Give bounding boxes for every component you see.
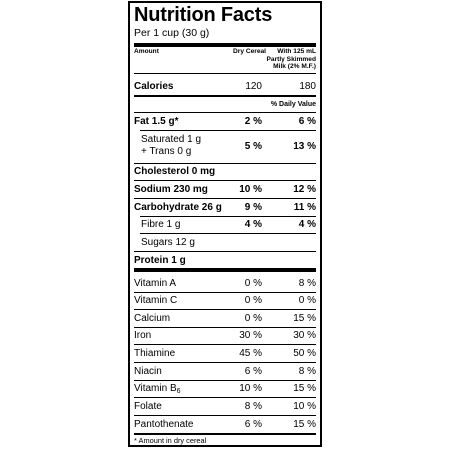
footnote: * Amount in dry cereal bbox=[134, 436, 207, 445]
divider bbox=[134, 163, 316, 164]
thick-rule bbox=[134, 43, 316, 47]
folate-label: Folate bbox=[134, 401, 162, 412]
pantothenate-label: Pantothenate bbox=[134, 419, 194, 430]
pantothenate-dry-value: 6 % bbox=[244, 419, 262, 430]
vitamin-c-label: Vitamin C bbox=[134, 295, 178, 306]
divider bbox=[140, 130, 316, 131]
vitamin-b6-dry-value: 10 % bbox=[239, 383, 262, 394]
fat-dry-value: 2 % bbox=[244, 116, 262, 127]
vitamin-b6-milk-value: 15 % bbox=[293, 383, 316, 394]
vitamin-a-dry-value: 0 % bbox=[244, 278, 262, 289]
saturated-row: Saturated 1 g + Trans 0 g 5 % 13 % bbox=[134, 134, 316, 162]
serving-size: Per 1 cup (30 g) bbox=[134, 27, 210, 39]
sodium-milk-value: 12 % bbox=[293, 184, 316, 195]
saturated-milk-value: 13 % bbox=[293, 141, 316, 152]
calcium-milk-value: 15 % bbox=[293, 313, 316, 324]
divider bbox=[134, 397, 316, 398]
thiamine-dry-value: 45 % bbox=[239, 348, 262, 359]
thiamine-milk-value: 50 % bbox=[293, 348, 316, 359]
divider bbox=[134, 180, 316, 181]
pantothenate-milk-value: 15 % bbox=[293, 419, 316, 430]
fibre-label: Fibre 1 g bbox=[141, 219, 181, 230]
with-milk-header-line1: With 125 mL bbox=[277, 48, 316, 55]
saturated-label: Saturated 1 g + Trans 0 g bbox=[134, 134, 201, 158]
divider bbox=[134, 198, 316, 199]
carbohydrate-milk-value: 11 % bbox=[293, 202, 316, 213]
thiamine-label: Thiamine bbox=[134, 348, 176, 359]
divider bbox=[134, 309, 316, 310]
iron-milk-value: 30 % bbox=[293, 330, 316, 341]
saturated-line2: + Trans 0 g bbox=[141, 146, 192, 157]
iron-dry-value: 30 % bbox=[239, 330, 262, 341]
sugars-label: Sugars 12 g bbox=[141, 237, 195, 248]
nutrition-facts-panel: Nutrition Facts Per 1 cup (30 g) Amount … bbox=[128, 1, 322, 447]
calories-label: Calories bbox=[134, 81, 174, 92]
folate-dry-value: 8 % bbox=[244, 401, 262, 412]
divider bbox=[134, 292, 316, 293]
saturated-dry-value: 5 % bbox=[244, 141, 262, 152]
sodium-dry-value: 10 % bbox=[239, 184, 262, 195]
vitamin-b6-label-text: Vitamin B bbox=[134, 383, 177, 394]
cholesterol-label: Cholesterol 0 mg bbox=[134, 166, 216, 177]
divider bbox=[140, 233, 316, 234]
niacin-label: Niacin bbox=[134, 366, 162, 377]
divider bbox=[134, 112, 316, 113]
saturated-line1: Saturated 1 g bbox=[141, 134, 202, 145]
fat-milk-value: 6 % bbox=[298, 116, 316, 127]
sodium-label: Sodium 230 mg bbox=[134, 184, 208, 195]
folate-milk-value: 10 % bbox=[293, 401, 316, 412]
thick-rule bbox=[134, 268, 316, 272]
nutrition-facts-title: Nutrition Facts bbox=[134, 4, 273, 26]
vitamin-b6-label: Vitamin B6 bbox=[134, 383, 181, 395]
niacin-dry-value: 6 % bbox=[244, 366, 262, 377]
divider bbox=[134, 327, 316, 328]
daily-value-label: % Daily Value bbox=[270, 101, 316, 108]
medium-rule bbox=[134, 433, 316, 435]
divider bbox=[134, 380, 316, 381]
calcium-dry-value: 0 % bbox=[244, 313, 262, 324]
with-milk-header-line3: Milk (2% M.F.) bbox=[273, 63, 316, 70]
divider bbox=[134, 251, 316, 252]
vitamin-b6-subscript: 6 bbox=[176, 388, 181, 395]
medium-rule bbox=[134, 95, 316, 97]
with-milk-header: With 125 mL Partly Skimmed Milk (2% M.F.… bbox=[267, 48, 316, 71]
divider bbox=[134, 362, 316, 363]
niacin-milk-value: 8 % bbox=[298, 366, 316, 377]
dry-cereal-header: Dry Cereal bbox=[233, 48, 266, 55]
fibre-dry-value: 4 % bbox=[244, 219, 262, 230]
divider bbox=[134, 73, 316, 74]
with-milk-header-line2: Partly Skimmed bbox=[266, 55, 316, 63]
vitamin-c-dry-value: 0 % bbox=[244, 295, 262, 306]
iron-label: Iron bbox=[134, 330, 152, 341]
divider bbox=[134, 415, 316, 416]
fibre-milk-value: 4 % bbox=[298, 219, 316, 230]
calories-dry-value: 120 bbox=[245, 81, 262, 92]
divider bbox=[134, 344, 316, 345]
carbohydrate-dry-value: 9 % bbox=[244, 202, 262, 213]
fat-label: Fat 1.5 g* bbox=[134, 116, 179, 127]
protein-label: Protein 1 g bbox=[134, 255, 186, 266]
vitamin-a-milk-value: 8 % bbox=[298, 278, 316, 289]
calcium-label: Calcium bbox=[134, 313, 171, 324]
vitamin-a-label: Vitamin A bbox=[134, 278, 177, 289]
divider bbox=[140, 216, 316, 217]
calories-milk-value: 180 bbox=[299, 81, 316, 92]
carbohydrate-label: Carbohydrate 26 g bbox=[134, 202, 222, 213]
vitamin-c-milk-value: 0 % bbox=[298, 295, 316, 306]
amount-header: Amount bbox=[134, 48, 159, 55]
